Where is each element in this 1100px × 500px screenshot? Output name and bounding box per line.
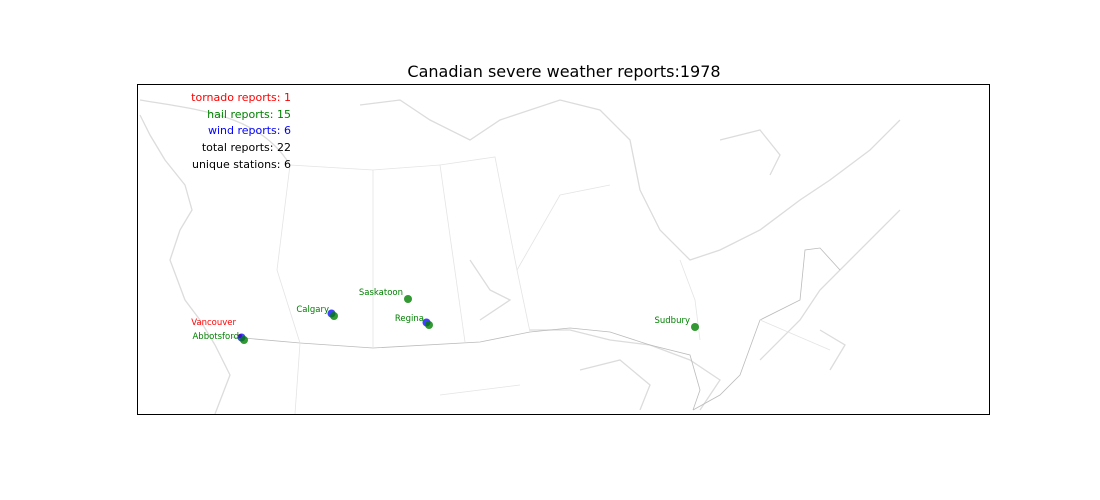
chart-title: Canadian severe weather reports:1978 [407,62,721,81]
station-label-saskatoon: Saskatoon [359,288,403,298]
station-marker-calgary-hail [330,312,338,320]
map-frame [137,84,990,415]
political-borders [231,247,841,411]
station-label-vancouver: Vancouver [191,318,236,328]
summary-total: total reports: 22 [201,141,291,155]
station-label-regina: Regina [395,314,424,324]
summary-hail: hail reports: 15 [207,107,291,121]
station-label-calgary: Calgary [296,305,329,315]
summary-stations: unique stations: 6 [191,157,291,171]
station-marker-regina-hail [425,321,433,329]
station-label-sudbury: Sudbury [655,316,691,326]
station-marker-sudbury-hail [691,323,699,331]
summary-wind: wind reports: 6 [207,124,291,138]
station-marker-abbotsford-hail [240,336,248,344]
station-marks: Vancouver Abbotsford Calgary Saskatoon Regin… [191,288,699,344]
station-label-abbotsford: Abbotsford [192,332,239,342]
summary-tornado: tornado reports: 1 [191,91,291,104]
station-marker-saskatoon-hail [404,295,412,303]
province-borders [276,156,831,415]
